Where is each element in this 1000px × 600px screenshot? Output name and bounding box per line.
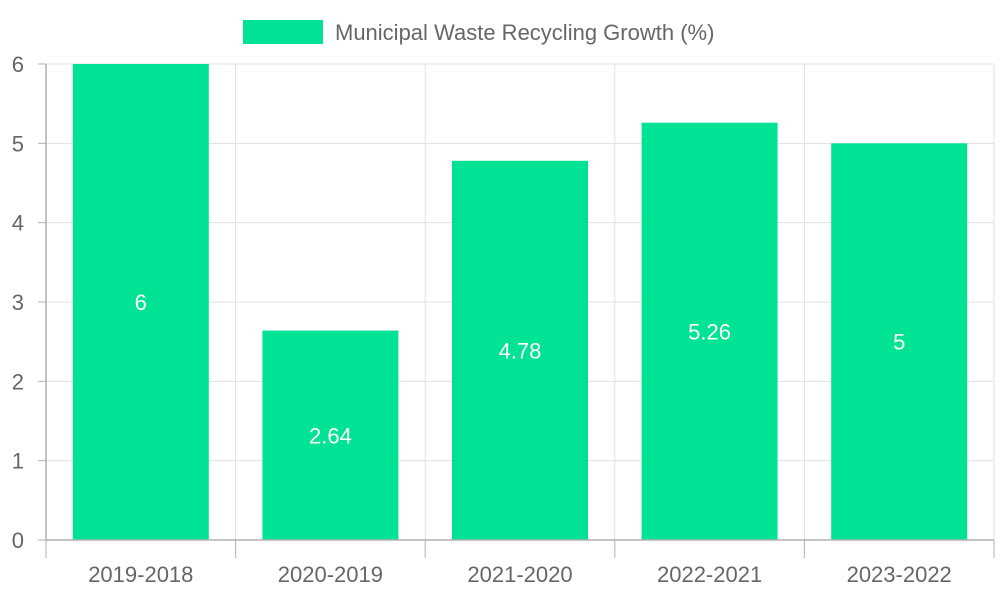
y-tick-label: 6 (12, 52, 24, 77)
bar[interactable] (262, 330, 399, 540)
bar-value-label: 5.26 (688, 319, 731, 344)
y-tick-label: 5 (12, 131, 24, 156)
y-tick-label: 2 (12, 369, 24, 394)
bar-value-label: 6 (135, 290, 147, 315)
legend[interactable]: Municipal Waste Recycling Growth (%) (243, 20, 714, 45)
y-tick-label: 3 (12, 290, 24, 315)
x-tick-label: 2019-2018 (88, 562, 193, 587)
legend-label: Municipal Waste Recycling Growth (%) (335, 20, 714, 45)
axes: 0 1 2 3 4 5 6 2019-2018 2020-2019 2021-2020 2022-2… (12, 52, 995, 587)
data-labels: 6 2.64 4.78 5.26 5 (135, 290, 906, 448)
bars (72, 64, 968, 541)
x-tick-label: 2021-2020 (467, 562, 572, 587)
y-tick-label: 1 (12, 449, 24, 474)
x-tick-label: 2022-2021 (657, 562, 762, 587)
x-tick-label: 2020-2019 (278, 562, 383, 587)
legend-swatch (243, 20, 323, 44)
bar[interactable] (831, 143, 968, 541)
bar-value-label: 2.64 (309, 423, 352, 448)
bar[interactable] (72, 64, 209, 540)
y-tick-label: 0 (12, 528, 24, 553)
bar-value-label: 5 (893, 330, 905, 355)
y-tick-label: 4 (12, 211, 24, 236)
x-tick-label: 2023-2022 (847, 562, 952, 587)
bar[interactable] (641, 122, 778, 540)
bar-value-label: 4.78 (499, 338, 542, 363)
bar[interactable] (452, 160, 588, 540)
